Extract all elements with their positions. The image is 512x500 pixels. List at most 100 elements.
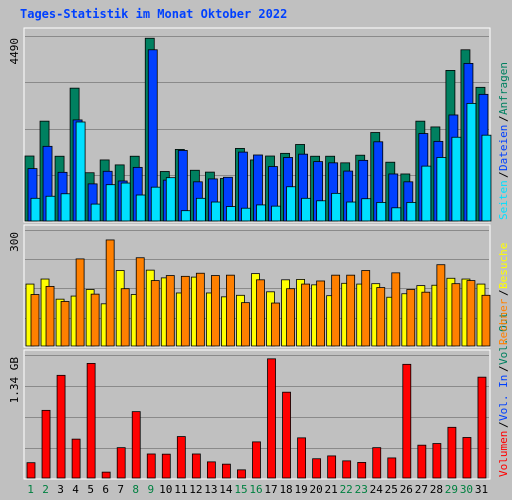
bar-volumen-day-7 [116, 447, 126, 479]
legend-dateien: Dateien [497, 125, 510, 171]
bar-seiten-day-15 [241, 207, 251, 222]
legend-separator: / [497, 171, 510, 178]
bar-volumen-day-19 [297, 437, 306, 479]
bar-volumen-day-12 [191, 453, 201, 479]
bar-seiten-day-25 [391, 207, 402, 222]
day-label-10: 10 [159, 483, 172, 496]
bar-volumen-day-13 [206, 461, 216, 479]
bar-rechner-day-18 [286, 288, 295, 347]
day-label-25: 25 [385, 483, 398, 496]
bar-rechner-day-13 [210, 275, 220, 347]
day-label-7: 7 [117, 483, 124, 496]
bar-seiten-day-13 [210, 201, 221, 222]
y-tick-label-top: 4490 [8, 38, 21, 65]
bar-volumen-day-28 [432, 443, 442, 479]
bar-volumen-day-15 [237, 469, 246, 479]
day-label-29: 29 [445, 483, 458, 496]
bar-rechner-day-28 [436, 264, 446, 347]
bar-rechner-day-6 [105, 239, 115, 347]
day-label-18: 18 [279, 483, 292, 496]
legend-separator: / [497, 289, 510, 296]
day-label-3: 3 [57, 483, 64, 496]
bar-rechner-day-3 [60, 301, 70, 347]
day-label-9: 9 [147, 483, 154, 496]
bar-volumen-day-31 [477, 376, 487, 479]
bar-volumen-day-2 [41, 409, 51, 479]
bar-seiten-day-22 [346, 201, 357, 222]
day-label-8: 8 [132, 483, 139, 496]
legend-anfragen: Anfragen [497, 62, 510, 115]
legend-vol-in: Vol. In [497, 375, 510, 421]
bar-rechner-day-10 [165, 275, 175, 347]
legend-volumen: Volumen [497, 431, 510, 477]
day-label-23: 23 [355, 483, 368, 496]
bar-rechner-day-30 [466, 280, 476, 347]
legend-besuche: Besuche [497, 243, 510, 289]
legend-vol-out: Vol. Out [497, 312, 510, 365]
day-label-26: 26 [400, 483, 413, 496]
bar-seiten-day-12 [195, 197, 206, 222]
bar-seiten-day-24 [376, 202, 387, 222]
y-tick-label-middle: 300 [8, 232, 21, 252]
chart-title: Tages-Statistik im Monat Oktober 2022 [20, 7, 287, 21]
bar-rechner-day-19 [301, 283, 310, 347]
day-label-27: 27 [415, 483, 428, 496]
legend: Volumen/Vol. In/Vol. OutRechner/BesucheS… [497, 62, 510, 477]
panel-middle: 300 [8, 224, 491, 348]
bar-volumen-day-16 [252, 441, 261, 479]
day-label-6: 6 [102, 483, 109, 496]
bar-seiten-day-11 [180, 210, 191, 222]
bar-volumen-day-17 [267, 358, 276, 479]
bar-rechner-day-12 [195, 272, 205, 347]
bar-volumen-day-3 [56, 374, 66, 479]
legend-separator: / [497, 365, 510, 372]
bar-rechner-day-29 [451, 283, 461, 347]
bar-volumen-day-4 [71, 438, 81, 479]
day-label-15: 15 [234, 483, 247, 496]
day-label-1: 1 [27, 483, 34, 496]
day-label-17: 17 [264, 483, 277, 496]
bar-seiten-day-9 [150, 186, 161, 222]
day-label-24: 24 [370, 483, 384, 496]
bar-volumen-day-27 [417, 444, 427, 479]
bar-rechner-day-22 [346, 274, 356, 347]
bar-seiten-day-5 [90, 203, 101, 222]
bar-rechner-day-5 [90, 293, 100, 347]
bar-volumen-day-6 [101, 471, 111, 479]
day-label-16: 16 [249, 483, 262, 496]
legend-seiten: Seiten [497, 180, 510, 220]
y-tick-label-bottom: 1.34 GB [8, 357, 21, 404]
legend-separator: / [497, 421, 510, 428]
bar-volumen-day-25 [387, 457, 397, 479]
bar-rechner-day-24 [376, 287, 386, 347]
bar-seiten-day-23 [361, 198, 372, 222]
bar-rechner-day-20 [316, 280, 326, 347]
legend-separator: / [497, 115, 510, 122]
bar-seiten-day-2 [45, 195, 56, 222]
bar-rechner-day-26 [406, 289, 416, 347]
bar-seiten-day-20 [316, 200, 327, 222]
day-label-20: 20 [310, 483, 323, 496]
bar-volumen-day-5 [86, 363, 96, 479]
bar-seiten-day-31 [481, 134, 492, 222]
bar-rechner-day-11 [180, 275, 190, 347]
day-label-21: 21 [325, 483, 338, 496]
bar-volumen-day-20 [312, 458, 322, 479]
bar-seiten-day-3 [60, 193, 71, 222]
bar-seiten-day-27 [421, 165, 432, 222]
bar-rechner-day-23 [361, 270, 371, 347]
bar-seiten-day-26 [406, 202, 417, 222]
bar-seiten-day-10 [165, 177, 176, 222]
bar-seiten-day-21 [331, 192, 342, 222]
bar-rechner-day-14 [226, 274, 235, 347]
bar-seiten-day-18 [286, 186, 296, 222]
day-label-19: 19 [294, 483, 307, 496]
bar-seiten-day-16 [256, 204, 266, 222]
bar-seiten-day-17 [271, 205, 281, 222]
bar-volumen-day-24 [372, 447, 382, 479]
day-label-12: 12 [189, 483, 202, 496]
bar-volumen-day-18 [282, 391, 291, 479]
bar-seiten-day-8 [135, 194, 146, 222]
bar-seiten-day-30 [466, 103, 477, 222]
bar-rechner-day-15 [241, 302, 250, 347]
